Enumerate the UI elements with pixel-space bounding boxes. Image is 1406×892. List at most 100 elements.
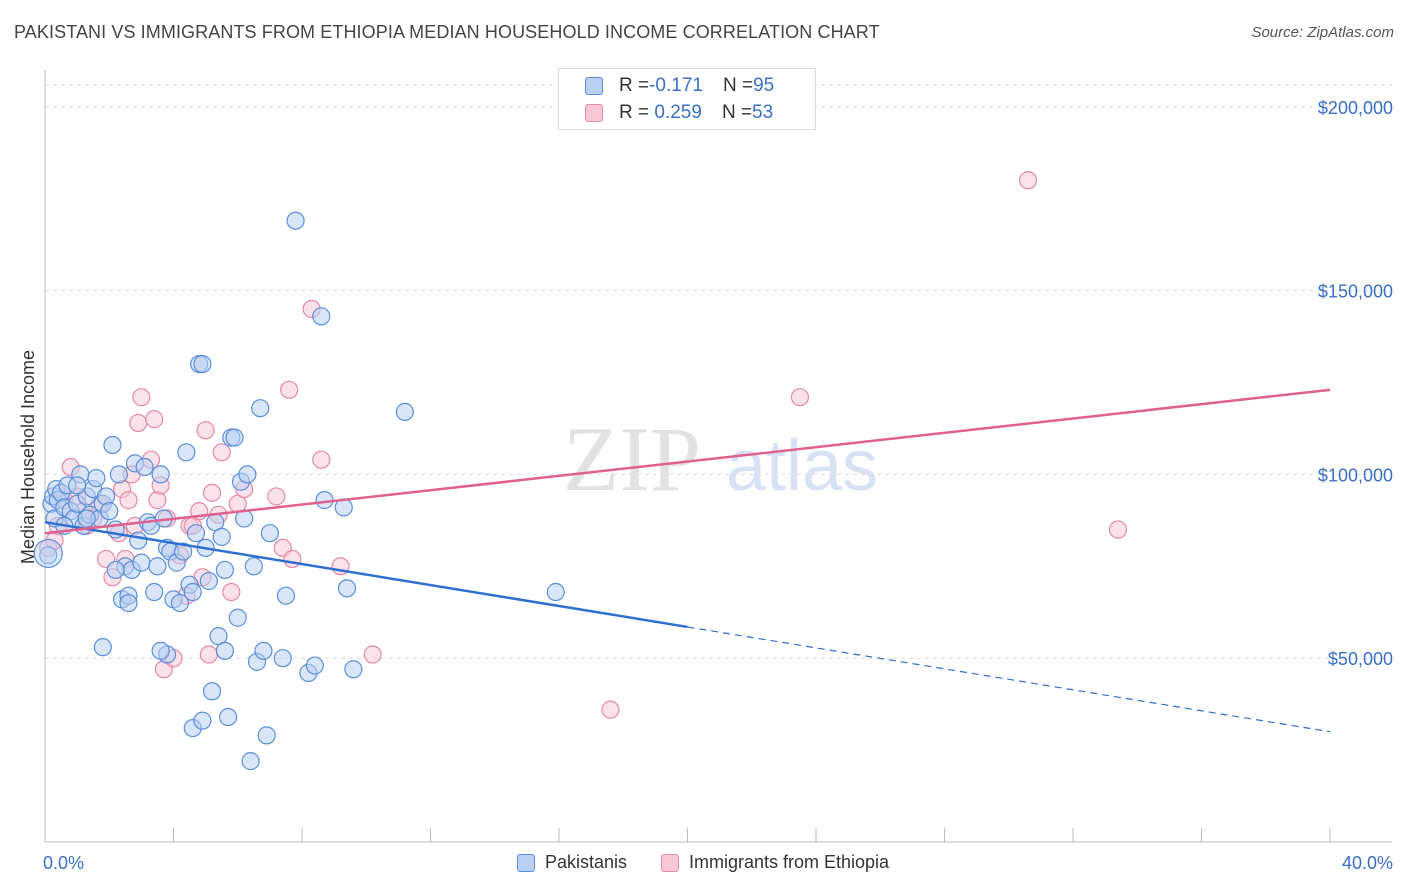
pakistani-point	[109, 465, 128, 484]
pakistani-series	[33, 211, 565, 771]
ethiopia-point	[1018, 171, 1038, 190]
watermark-atlas: atlas	[726, 426, 878, 506]
ethiopia-point	[132, 388, 151, 407]
pakistani-point	[286, 211, 305, 230]
ethiopia-point	[212, 443, 231, 462]
pakistani-point	[238, 465, 257, 484]
stats-swatch-pink	[585, 104, 603, 122]
pakistani-point	[305, 656, 324, 675]
pakistani-point	[228, 608, 247, 627]
legend-swatch-pink	[660, 853, 679, 872]
pakistani-point	[193, 354, 212, 374]
pakistani-point	[129, 531, 148, 550]
stats-n-value: 53	[752, 102, 774, 123]
ethiopia-point	[267, 487, 286, 506]
pakistani-point	[183, 582, 202, 602]
pakistani-point	[174, 542, 193, 561]
pakistani-point	[119, 593, 138, 613]
pakistani-point	[151, 641, 170, 660]
pakistani-point	[337, 579, 357, 598]
legend-swatch-blue	[516, 853, 535, 872]
pakistani-point	[148, 557, 167, 576]
pakistani-point	[100, 502, 119, 521]
pakistani-point	[68, 476, 87, 495]
pakistani-point	[132, 553, 151, 572]
pakistani-point	[77, 509, 96, 528]
ethiopia-point	[119, 491, 138, 510]
pakistani-point	[260, 524, 279, 543]
y-axis-label: Median Household Income	[18, 350, 38, 564]
pakistani-point	[276, 586, 296, 605]
pakistani-point	[257, 726, 276, 745]
pakistani-point	[241, 752, 260, 771]
pakistani-point	[344, 660, 363, 679]
pakistani-point	[135, 457, 154, 477]
legend-item-pakistanis[interactable]: Pakistanis	[516, 852, 627, 873]
ethiopia-point	[148, 491, 167, 510]
pakistani-point	[151, 465, 170, 484]
bottom-legend: Pakistanis Immigrants from Ethiopia	[0, 852, 1406, 873]
pakistani-point	[170, 593, 190, 613]
y-tick-label: $100,000	[1318, 465, 1393, 485]
ethiopia-point	[312, 450, 331, 469]
ethiopia-point	[601, 700, 620, 719]
ethiopia-point	[199, 645, 218, 664]
pakistani-point	[193, 711, 212, 730]
pakistani-point	[244, 557, 263, 576]
watermark: ZIP atlas	[563, 408, 878, 510]
ethiopia-point	[283, 549, 302, 569]
chart-title: PAKISTANI VS IMMIGRANTS FROM ETHIOPIA ME…	[14, 22, 880, 42]
stats-r-label: R =	[619, 102, 650, 123]
pakistani-point	[225, 428, 244, 447]
stats-legend-box: R = -0.171 N = 95 R = 0.259 N = 53	[558, 68, 816, 130]
pakistani-point	[251, 399, 270, 418]
pakistani-point	[33, 538, 63, 569]
ethiopia-point	[202, 483, 222, 502]
tick-labels: $50,000 $100,000 $150,000 $200,000 0.0% 40.0%	[43, 98, 1393, 873]
pakistani-point	[215, 641, 234, 660]
pakistani-point	[273, 649, 292, 668]
watermark-zip: ZIP	[563, 408, 701, 510]
y-tick-label: $50,000	[1328, 649, 1393, 669]
pakistani-point	[395, 402, 414, 421]
ethiopia-point	[280, 380, 299, 399]
source-label: Source: ZipAtlas.com	[1251, 24, 1394, 41]
stats-n-value: 95	[753, 75, 775, 96]
pakistani-trend-extension	[687, 626, 1331, 733]
pakistani-point	[546, 582, 565, 602]
ethiopia-point	[790, 388, 810, 407]
pakistani-point	[202, 682, 222, 701]
trend-lines	[44, 388, 1331, 733]
pakistani-point	[212, 527, 231, 546]
ethiopia-point	[196, 421, 215, 440]
y-tick-label: $150,000	[1318, 282, 1393, 302]
pakistani-point	[39, 546, 58, 565]
stats-n-label: N =	[722, 75, 754, 96]
legend-item-ethiopia[interactable]: Immigrants from Ethiopia	[660, 852, 889, 873]
ethiopia-trend-line	[44, 388, 1331, 535]
legend-label-pakistanis: Pakistanis	[544, 852, 627, 872]
pakistani-point	[96, 487, 116, 506]
pakistani-point	[199, 571, 218, 591]
stats-row-ethiopia: R = 0.259 N = 53	[585, 101, 774, 125]
ethiopia-point	[129, 413, 148, 433]
stats-r-label: R =	[619, 75, 650, 96]
x-tick-label: 40.0%	[1342, 853, 1393, 873]
pakistani-point	[87, 468, 106, 488]
y-tick-label: $200,000	[1318, 98, 1393, 118]
stats-n-label: N =	[721, 102, 753, 123]
pakistani-point	[215, 560, 234, 580]
pakistani-point	[186, 524, 206, 543]
pakistani-trend-line	[44, 520, 688, 629]
ethiopia-point	[222, 582, 241, 602]
pakistani-point	[219, 707, 238, 727]
stats-r-value: -0.171	[649, 75, 703, 96]
stats-r-value: 0.259	[649, 102, 702, 123]
axes	[44, 70, 1392, 843]
pakistani-point	[145, 582, 164, 602]
x-tick-label: 0.0%	[43, 853, 84, 873]
pakistani-point	[103, 435, 122, 455]
ethiopia-point	[1108, 520, 1128, 539]
stats-swatch-blue	[585, 77, 603, 95]
